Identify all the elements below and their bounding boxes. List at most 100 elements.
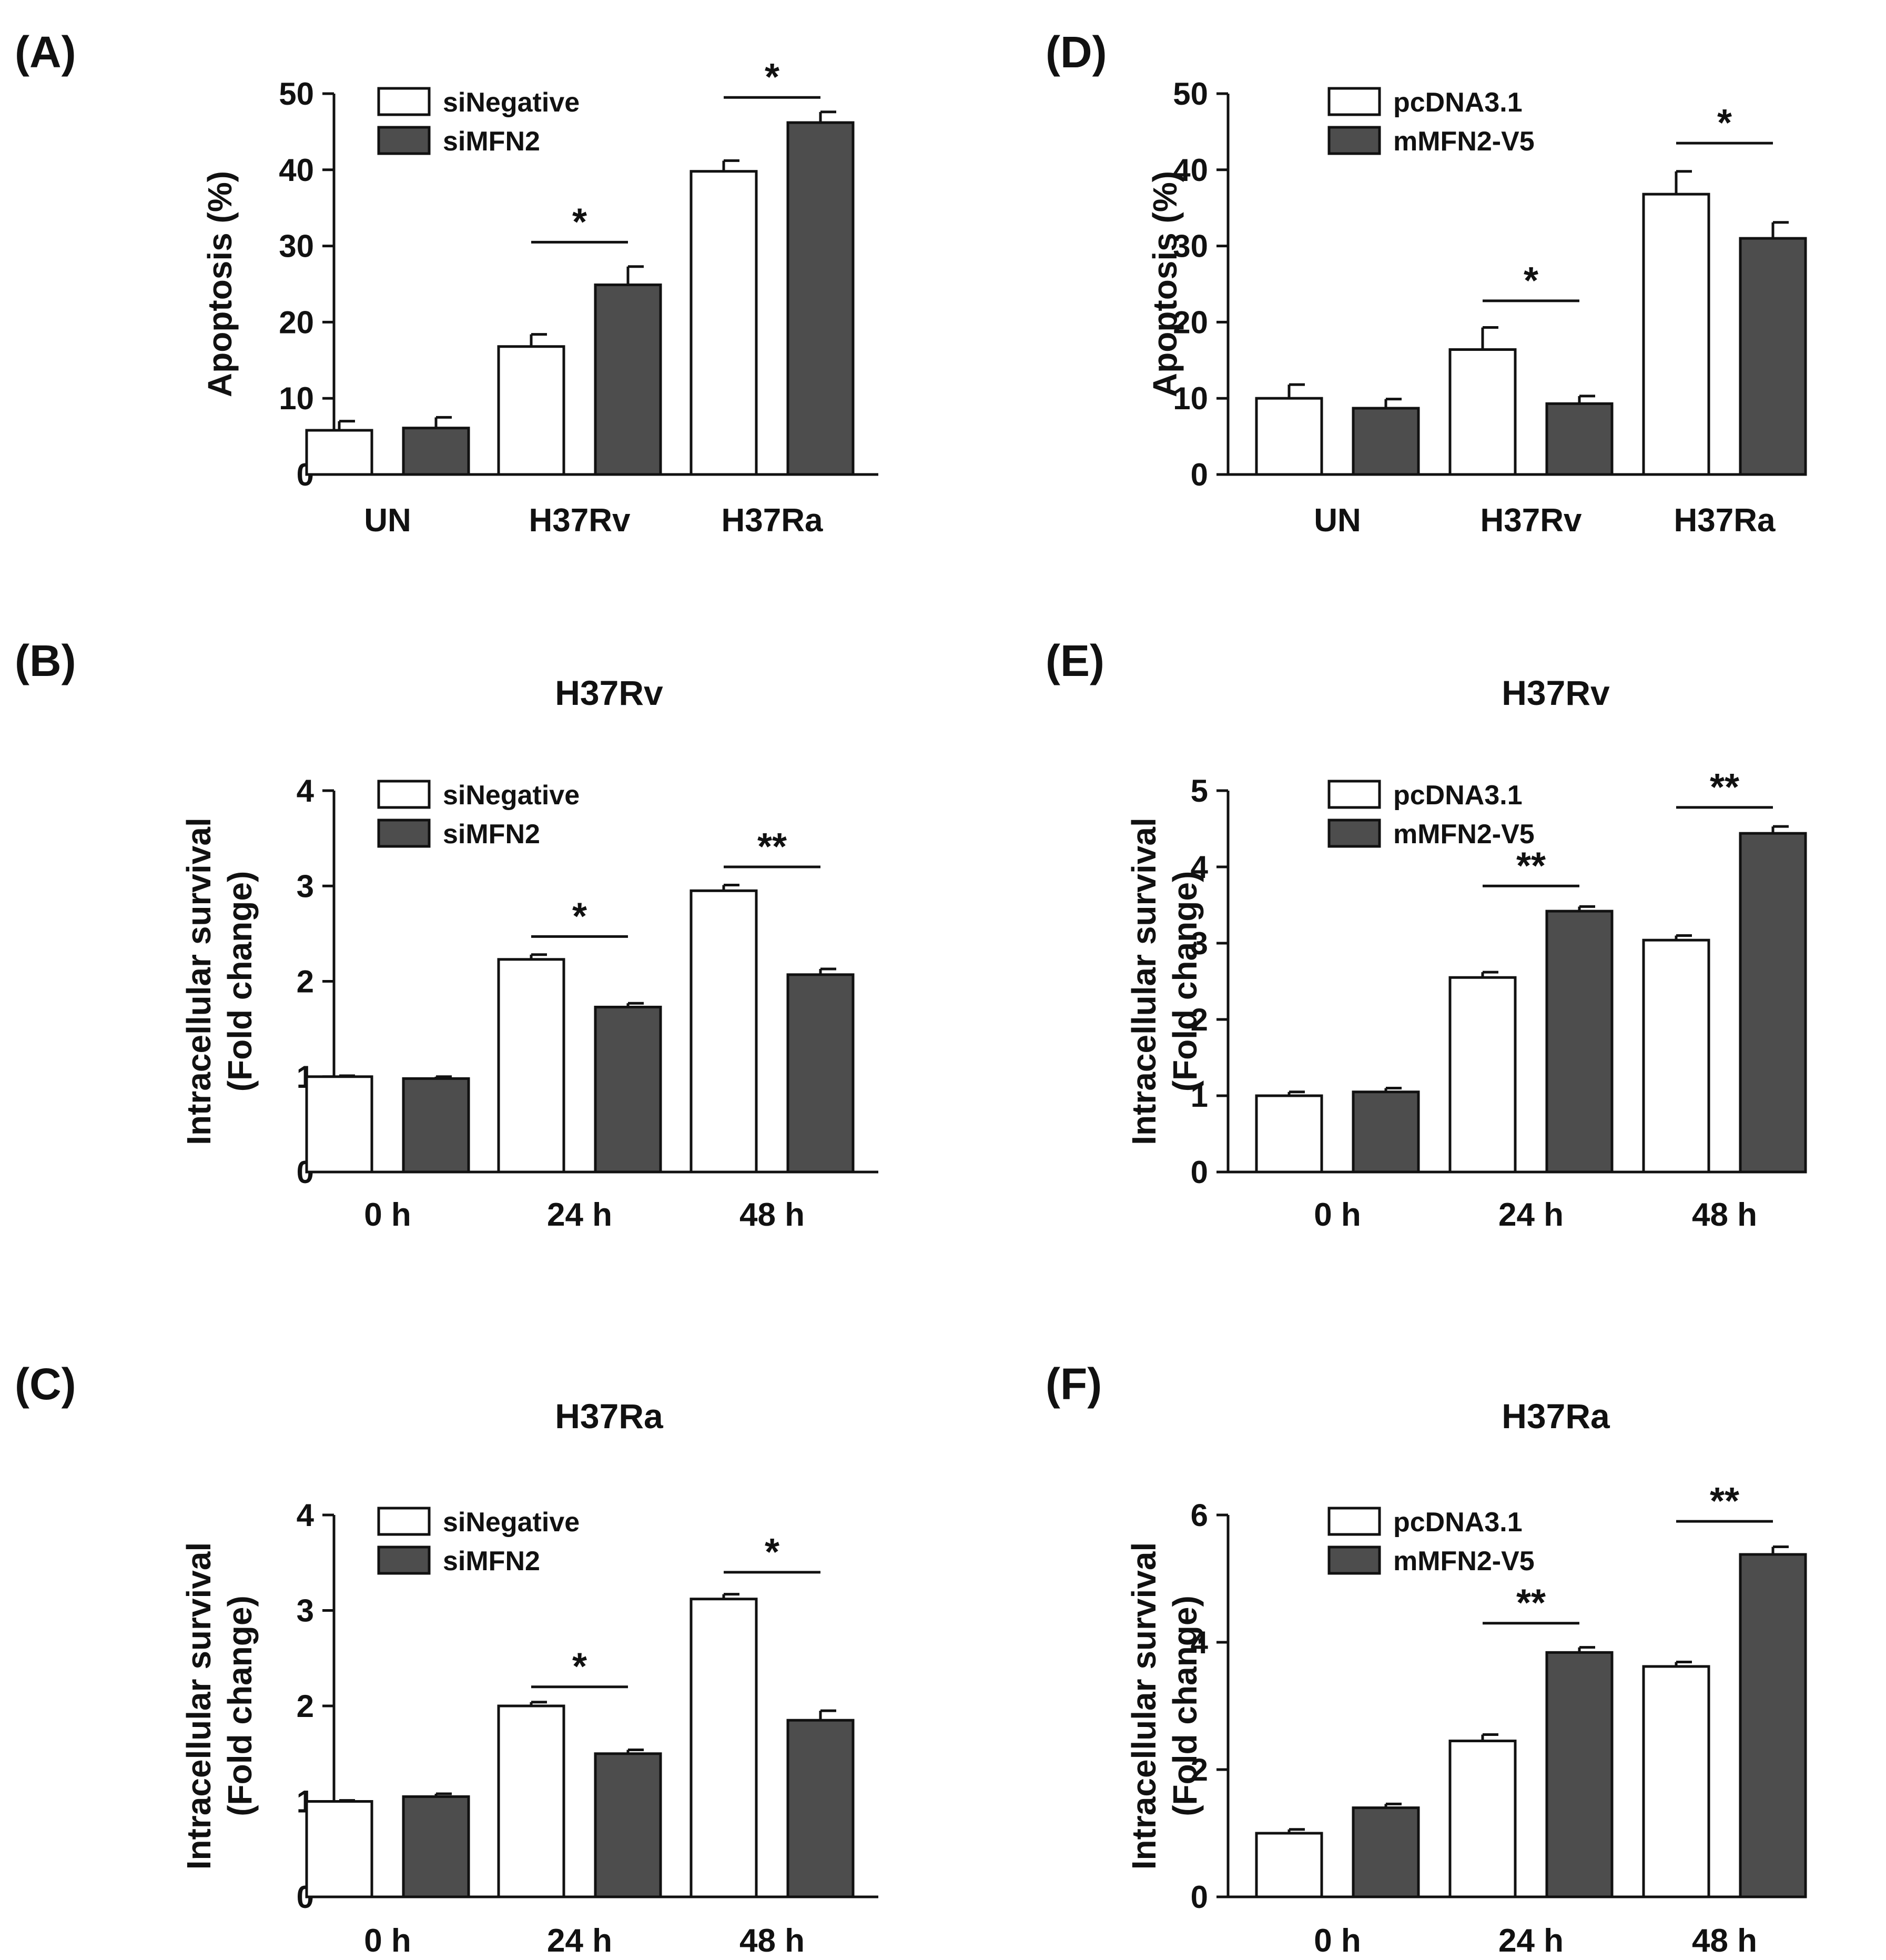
y-tick-label: 50 (279, 76, 314, 112)
panel-letter: (D) (1046, 27, 1107, 77)
bar-mmfn2-v5 (1739, 237, 1807, 476)
y-axis-title: Apoptosis (%) (1146, 171, 1184, 397)
panel-title: H37Rv (1502, 673, 1610, 712)
legend-label: siNegative (443, 1507, 580, 1538)
y-tick-label: 6 (1191, 1498, 1208, 1533)
panel-e: (E) H37Rv 0 1 2 3 4 5 Intracellular survival (Fol… (1046, 636, 1807, 1233)
bar-sinegative (305, 1800, 373, 1898)
y-tick-label: 3 (297, 868, 314, 904)
bar-pcdna3.1 (1255, 1832, 1323, 1898)
panel-letter: (E) (1046, 636, 1104, 685)
y-tick-label: 20 (1173, 305, 1208, 340)
y-axis-label: (Fold change) (221, 1595, 259, 1816)
y-tick-label: 0 (1191, 1880, 1208, 1915)
y-tick-label: 3 (297, 1593, 314, 1629)
bar-mmfn2-v5 (1545, 910, 1614, 1174)
legend-swatch (1327, 1545, 1381, 1575)
significance-mark: ** (757, 826, 787, 868)
legend-swatch (1327, 1507, 1381, 1536)
bar-simfn2 (402, 427, 470, 476)
bar-sinegative (305, 1075, 373, 1174)
significance-mark: * (765, 56, 779, 98)
x-category-label: 48 h (1692, 1197, 1757, 1233)
y-tick-label: 4 (297, 773, 315, 809)
legend-swatch (377, 819, 431, 848)
legend-label: pcDNA3.1 (1393, 1507, 1523, 1538)
panel-letter: (B) (15, 636, 76, 685)
bar-simfn2 (786, 121, 855, 476)
legend-swatch (377, 1545, 431, 1575)
panel-d: (D) 0 10 20 30 40 50 Apoptosis (%) UN H37Rv H37Ra *… (1046, 27, 1807, 539)
panel-title: H37Rv (555, 673, 663, 712)
y-axis-label: Intracellular survival (180, 1542, 218, 1870)
legend-swatch (377, 1507, 431, 1536)
y-axis-label: (Fold change) (1166, 871, 1204, 1092)
x-category-label: 0 h (364, 1197, 411, 1233)
bar-simfn2 (594, 1752, 662, 1898)
bar-mmfn2-v5 (1352, 1090, 1420, 1174)
legend-label: siMFN2 (443, 1546, 540, 1577)
x-category-label: 48 h (1692, 1923, 1757, 1959)
bar-sinegative (689, 1598, 758, 1898)
y-axis-label: (Fold change) (1166, 1595, 1204, 1816)
bar-simfn2 (786, 973, 855, 1174)
panel-title: H37Ra (555, 1397, 664, 1436)
y-tick-label: 2 (297, 1689, 314, 1724)
bar-mmfn2-v5 (1739, 832, 1807, 1174)
bar-simfn2 (786, 1719, 855, 1898)
bar-pcdna3.1 (1642, 938, 1710, 1174)
bar-mmfn2-v5 (1739, 1553, 1807, 1898)
x-category-label: H37Rv (1481, 502, 1583, 539)
x-category-label: 48 h (739, 1923, 805, 1959)
y-tick-label: 50 (1173, 76, 1208, 112)
y-axis-title: Intracellular survival (Fold change) (180, 1542, 259, 1870)
y-axis-label: Intracellular survival (1125, 817, 1163, 1145)
y-axis-title: Intracellular survival (Fold change) (1125, 1542, 1204, 1870)
legend-swatch (377, 87, 431, 116)
y-tick-label: 4 (297, 1498, 315, 1533)
y-tick-label: 40 (279, 153, 314, 188)
panel-letter: (C) (15, 1359, 76, 1409)
significance-mark: ** (1516, 1582, 1546, 1624)
x-category-label: H37Rv (529, 502, 631, 539)
x-category-label: 24 h (1498, 1197, 1564, 1233)
bar-mmfn2-v5 (1352, 1806, 1420, 1898)
bar-simfn2 (594, 1005, 662, 1174)
legend-label: siNegative (443, 87, 580, 118)
y-tick-label: 2 (1191, 1002, 1208, 1037)
legend-swatch (377, 126, 431, 155)
y-axis-title: Intracellular survival (Fold change) (1125, 817, 1204, 1145)
bar-sinegative (497, 958, 565, 1174)
x-category-label: 0 h (1314, 1197, 1361, 1233)
bar-mmfn2-v5 (1545, 1651, 1614, 1898)
x-category-label: H37Ra (1674, 502, 1776, 539)
x-category-label: 0 h (364, 1923, 411, 1959)
y-axis-label: Apoptosis (%) (1146, 171, 1184, 397)
panel-letter: (A) (15, 27, 76, 77)
bar-mmfn2-v5 (1545, 402, 1614, 476)
legend-label: pcDNA3.1 (1393, 87, 1523, 118)
legend-swatch (1327, 87, 1381, 116)
bar-simfn2 (402, 1077, 470, 1174)
bar-simfn2 (594, 283, 662, 476)
legend-label: mMFN2-V5 (1393, 819, 1535, 850)
y-tick-label: 3 (1191, 926, 1208, 961)
legend-label: siMFN2 (443, 819, 540, 850)
y-axis-title: Apoptosis (%) (201, 171, 239, 397)
y-tick-label: 0 (1191, 457, 1208, 492)
bar-pcdna3.1 (1255, 397, 1323, 476)
x-category-label: 24 h (1498, 1923, 1564, 1959)
y-tick-label: 0 (1191, 1155, 1208, 1190)
panel-title: H37Ra (1502, 1397, 1610, 1436)
significance-mark: ** (1516, 845, 1546, 887)
y-axis-label: (Fold change) (221, 871, 259, 1092)
bar-pcdna3.1 (1642, 193, 1710, 476)
x-category-label: 0 h (1314, 1923, 1361, 1959)
legend-label: siMFN2 (443, 126, 540, 157)
y-axis-title: Intracellular survival (Fold change) (180, 817, 259, 1145)
x-category-label: 24 h (547, 1923, 612, 1959)
